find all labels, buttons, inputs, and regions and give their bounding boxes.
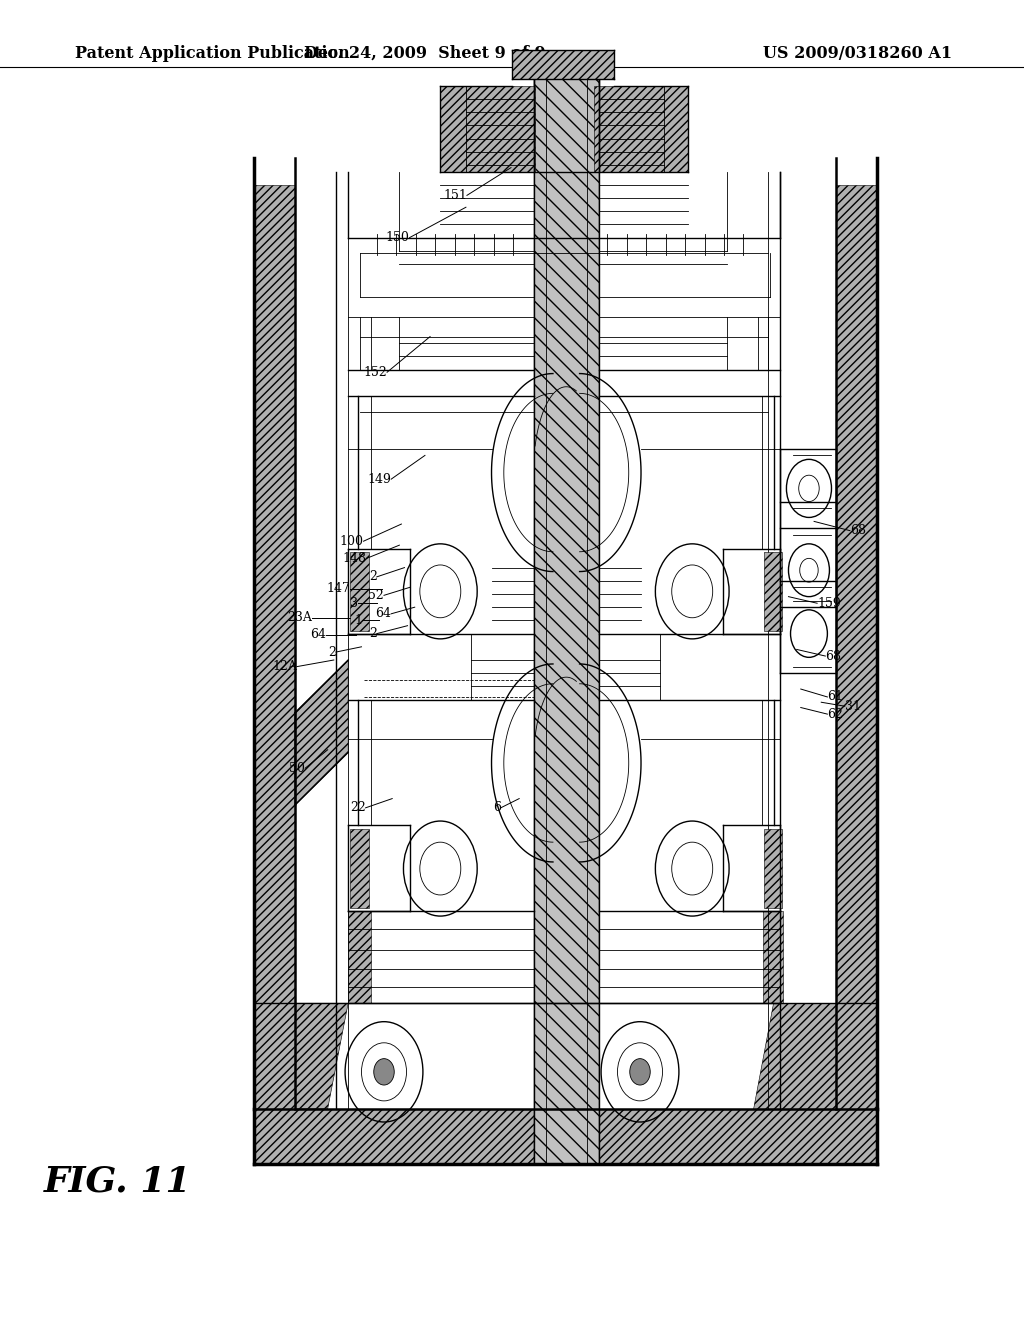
Text: 1: 1 [354,614,362,627]
Polygon shape [295,660,348,805]
Text: 6: 6 [493,801,501,814]
Text: 23A: 23A [288,611,312,624]
Text: 100: 100 [340,535,364,548]
Text: 64: 64 [375,607,391,620]
Text: 152: 152 [364,366,387,379]
Text: 50: 50 [289,762,305,775]
Polygon shape [753,1003,877,1109]
Text: 147: 147 [327,582,350,595]
Bar [534,69,599,1164]
Text: 151: 151 [443,189,467,202]
Bar [594,86,688,172]
Text: 159: 159 [817,597,841,610]
Bar [254,185,295,1109]
Text: 149: 149 [368,473,391,486]
Text: 2: 2 [369,627,377,640]
Polygon shape [254,1003,348,1109]
Bar [764,829,782,908]
Bar [254,1109,877,1164]
Text: 22: 22 [350,801,366,814]
Circle shape [374,1059,394,1085]
Bar [764,552,782,631]
Text: 68: 68 [825,649,842,663]
Text: 62: 62 [827,708,844,721]
Text: 68: 68 [850,524,866,537]
Circle shape [630,1059,650,1085]
Text: 2: 2 [328,645,336,659]
Bar [763,911,783,1003]
Text: FIG. 11: FIG. 11 [44,1164,191,1199]
Bar [836,185,877,1109]
Text: US 2009/0318260 A1: US 2009/0318260 A1 [763,45,952,62]
Bar [440,86,535,172]
Bar [350,552,369,631]
Text: 61: 61 [827,690,844,704]
Text: 31: 31 [845,700,861,713]
Bar [512,50,614,79]
Text: 64: 64 [309,628,326,642]
Text: 3: 3 [350,597,358,610]
Bar [350,829,369,908]
Text: 150: 150 [386,231,410,244]
Text: 52: 52 [369,589,384,602]
Text: 2: 2 [369,570,377,583]
Text: 12A: 12A [272,660,297,673]
Text: Patent Application Publication: Patent Application Publication [75,45,349,62]
Bar [348,911,371,1003]
Text: Dec. 24, 2009  Sheet 9 of 9: Dec. 24, 2009 Sheet 9 of 9 [304,45,546,62]
Text: 148: 148 [343,552,367,565]
